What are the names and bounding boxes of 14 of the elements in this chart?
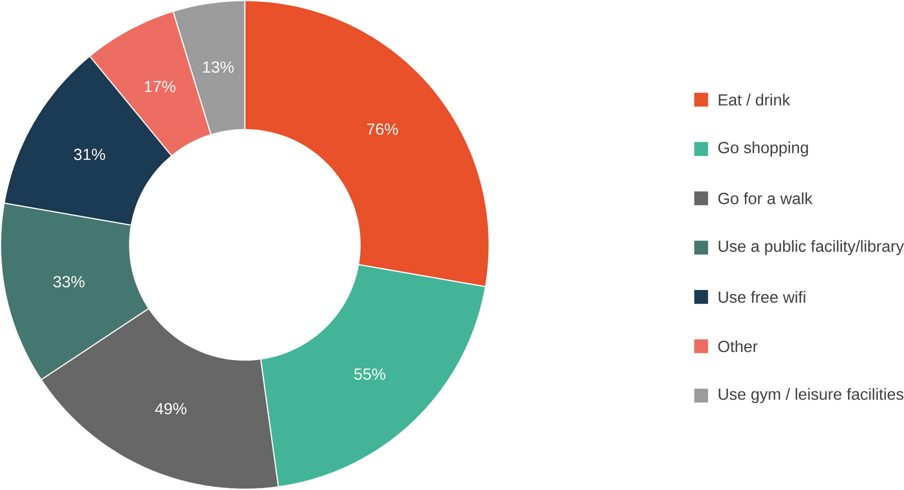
legend-label: Other — [718, 340, 758, 352]
data-label: 76% — [367, 124, 398, 135]
data-label: 55% — [354, 368, 386, 380]
legend-label: Eat / drink — [718, 94, 790, 106]
data-label: 17% — [144, 81, 176, 92]
data-label: 33% — [53, 276, 84, 288]
legend-label: Go shopping — [718, 142, 808, 157]
legend-label: Use a public facility/library — [718, 240, 904, 256]
legend-label: Go for a walk — [718, 192, 813, 204]
data-label: 31% — [74, 148, 106, 160]
legend-label: Use free wifi — [718, 291, 806, 304]
data-label: 13% — [203, 62, 234, 73]
legend-label: Use gym / leisure facilities — [718, 388, 904, 404]
data-label: 49% — [155, 403, 186, 415]
